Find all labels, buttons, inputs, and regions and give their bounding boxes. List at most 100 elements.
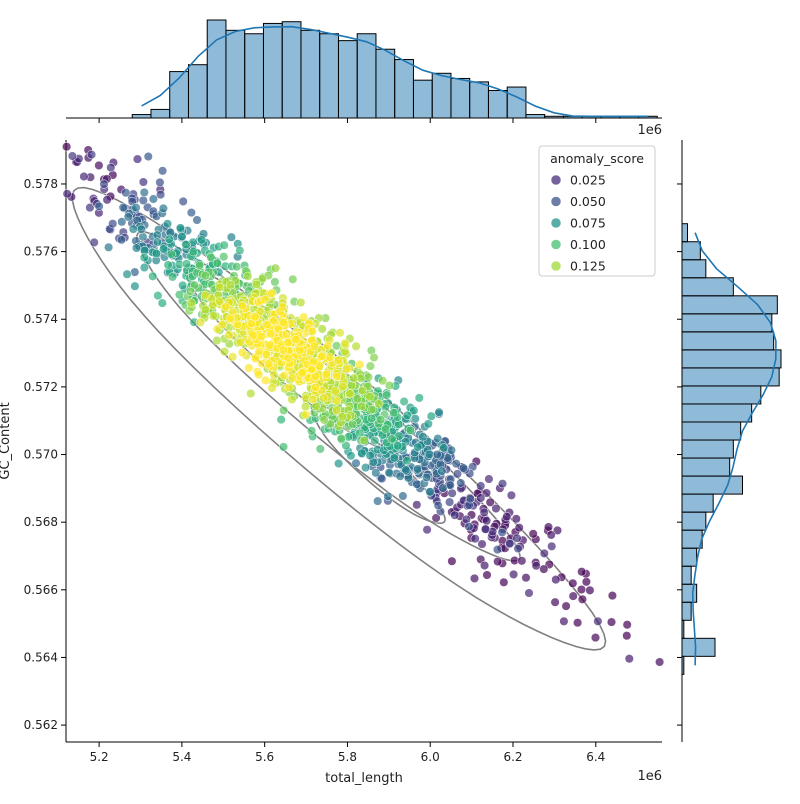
scatter-point <box>122 269 132 279</box>
scatter-point <box>365 361 375 371</box>
scatter-point <box>543 522 554 532</box>
y-hist-bar <box>681 601 692 621</box>
scatter-point <box>381 424 391 434</box>
scatter-point <box>325 352 335 362</box>
scatter-point <box>158 166 168 176</box>
scatter-point <box>148 271 158 281</box>
scatter-point <box>248 330 258 340</box>
scatter-point <box>456 478 466 488</box>
scatter-point <box>284 382 294 392</box>
scatter-point <box>476 481 486 491</box>
y-kde-line <box>691 232 777 666</box>
scatter-point <box>94 201 104 211</box>
scatter-point <box>345 389 355 399</box>
scatter-point <box>452 469 462 479</box>
scatter-point <box>547 541 557 551</box>
scatter-point <box>237 348 247 358</box>
scatter-point <box>470 534 480 544</box>
x-tick-label: 5.8 <box>338 750 357 764</box>
scatter-point <box>481 488 492 498</box>
scatter-point <box>524 588 534 598</box>
scatter-point <box>359 435 369 446</box>
scatter-point <box>139 262 149 273</box>
scatter-point <box>151 248 161 259</box>
scatter-point <box>177 231 187 241</box>
scatter-point <box>655 657 665 667</box>
x-hist-bar <box>225 29 246 119</box>
scatter-point <box>174 290 185 300</box>
scatter-point <box>163 260 173 270</box>
scatter-point <box>424 449 434 459</box>
scatter-point <box>243 271 253 281</box>
y-hist-bar <box>681 313 773 333</box>
y-tick-label: 0.564 <box>24 650 58 664</box>
scatter-point <box>432 449 442 460</box>
scatter-point <box>300 402 311 412</box>
scatter-point <box>246 388 256 399</box>
main-plot-area <box>65 140 662 743</box>
scatter-point <box>351 341 361 351</box>
x-hist-bar <box>506 86 527 119</box>
scatter-point <box>334 458 344 469</box>
scatter-point <box>256 331 267 342</box>
y-tick-label: 0.566 <box>24 583 58 597</box>
scatter-point <box>434 407 444 417</box>
scatter-point <box>402 456 412 466</box>
scatter-point <box>340 338 350 348</box>
scatter-point <box>244 363 254 373</box>
legend-marker <box>550 260 562 272</box>
scatter-point <box>317 351 327 361</box>
y-tick-label: 0.570 <box>24 448 58 462</box>
scatter-point <box>332 372 342 382</box>
scatter-point <box>131 203 141 213</box>
y-axis-label: GC_Content <box>0 402 13 479</box>
scatter-point <box>367 405 377 415</box>
y-hist-bar <box>681 565 692 585</box>
y-tick-label: 0.578 <box>24 177 58 191</box>
scatter-point <box>398 491 408 501</box>
scatter-point <box>606 617 617 627</box>
scatter-point <box>517 556 527 566</box>
scatter-point <box>195 261 205 271</box>
scatter-point <box>376 415 386 425</box>
scatter-point <box>425 487 435 497</box>
scatter-point <box>301 410 311 420</box>
legend-label: 0.125 <box>570 259 606 274</box>
scatter-point <box>206 252 216 262</box>
scatter-point <box>511 514 521 524</box>
scatter-point <box>363 372 373 382</box>
scatter-point <box>309 341 319 351</box>
y-tick-label: 0.574 <box>24 312 58 326</box>
scatter-point <box>338 381 348 391</box>
x-hist-bar <box>244 33 264 119</box>
scatter-point <box>514 523 524 533</box>
scatter-point <box>414 393 424 403</box>
scatter-point <box>497 527 507 537</box>
scatter-point <box>317 324 327 334</box>
scatter-point <box>357 386 368 396</box>
scatter-point <box>117 217 127 227</box>
scatter-point <box>143 151 153 162</box>
scatter-point <box>433 500 443 511</box>
scatter-point <box>342 364 352 374</box>
scatter-point <box>552 525 563 535</box>
scatter-point <box>593 616 603 626</box>
scatter-point <box>450 510 460 520</box>
scatter-point <box>502 512 512 522</box>
scatter-point <box>152 237 163 247</box>
y-hist-bar <box>681 529 703 549</box>
scatter-point <box>200 290 210 300</box>
x-ticks: 5.2 5.4 5.6 5.8 6.0 6.2 6.4 <box>90 742 605 764</box>
scatter-point <box>383 491 393 501</box>
x-hist-bar <box>281 21 302 119</box>
scatter-point <box>251 279 262 289</box>
scatter-point <box>393 441 403 451</box>
scatter-point <box>399 396 409 407</box>
legend-title: anomaly_score <box>550 151 644 166</box>
scatter-point <box>378 376 388 386</box>
scatter-point <box>116 235 127 245</box>
x-tick-label: 5.6 <box>255 750 274 764</box>
scatter-point <box>270 263 281 273</box>
scatter-point <box>178 196 188 206</box>
scatter-point <box>215 282 225 292</box>
